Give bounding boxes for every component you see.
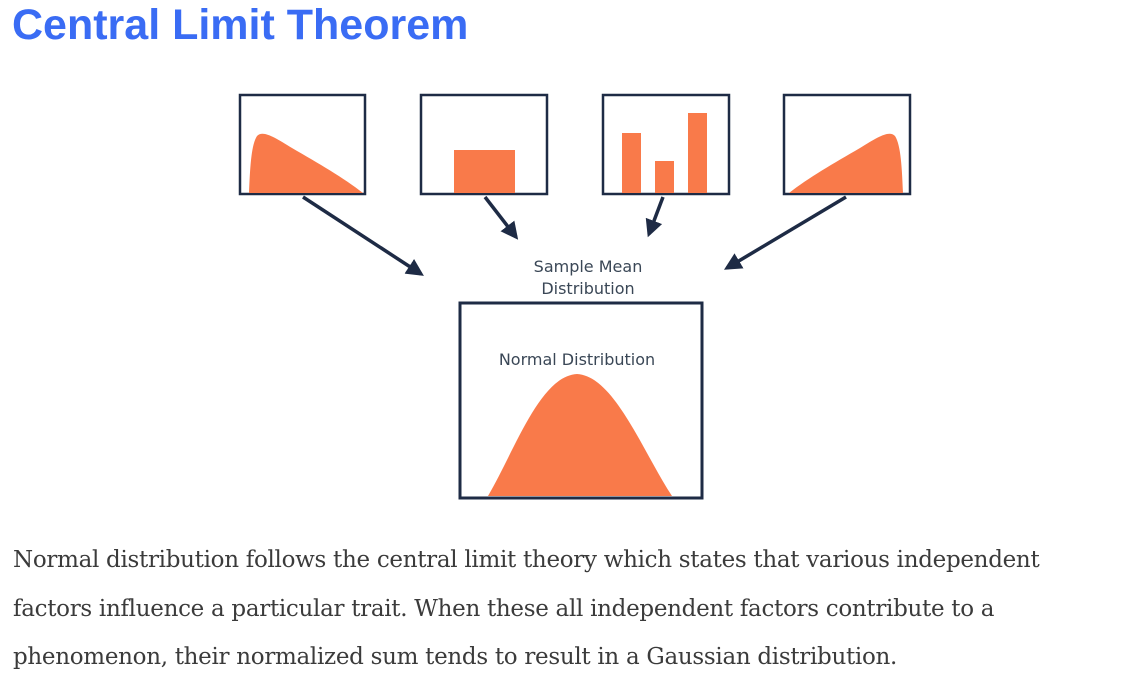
right-skewed-shape [249,133,363,193]
sample-mean-label-line-2: Distribution [541,279,634,298]
normal-distribution-panel: Normal Distribution [458,301,704,500]
description-paragraph: Normal distribution follows the central … [13,547,1040,670]
bar-shape-1 [622,133,641,193]
left-skewed-shape [789,133,903,193]
page-title: Central Limit Theorem [12,1,469,49]
normal-curve-shape [488,374,672,496]
uniform-panel [419,93,549,196]
arrow-1 [302,195,424,276]
sample-mean-label-line-1: Sample Mean [534,257,643,276]
right-skewed-panel [238,93,367,196]
arrow-3 [645,196,665,238]
left-skewed-panel [782,93,912,196]
uniform-shape [454,150,515,193]
normal-distribution-label: Normal Distribution [499,350,655,369]
arrow-2 [483,195,519,240]
bar-shape-3 [688,113,707,193]
arrow-4 [723,195,847,270]
bar-shape-2 [655,161,674,193]
bar-distribution-panel [601,93,731,196]
